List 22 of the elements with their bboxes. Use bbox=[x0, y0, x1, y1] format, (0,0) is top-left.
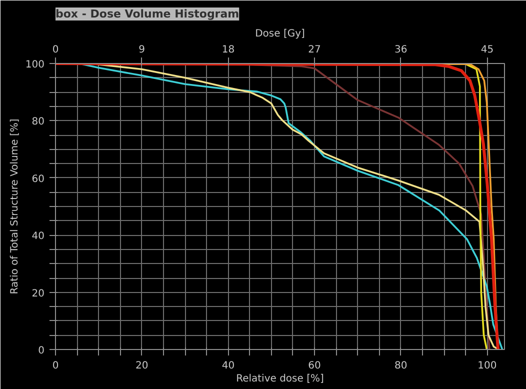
chart-title: box - Dose Volume Histogram bbox=[56, 8, 240, 20]
x-tick-label: 20 bbox=[135, 360, 148, 372]
x2-axis-title: Dose [Gy] bbox=[255, 28, 306, 40]
y-tick-label: 20 bbox=[32, 288, 45, 300]
y-tick-label: 0 bbox=[38, 346, 45, 356]
x-tick-label: 100 bbox=[478, 360, 497, 372]
x-tick-label: 0 bbox=[52, 360, 59, 372]
x2-tick-label: 0 bbox=[52, 44, 59, 56]
x2-tick-label: 36 bbox=[394, 44, 408, 56]
x-tick-label: 40 bbox=[222, 360, 235, 372]
x-axis-title: Relative dose [%] bbox=[236, 374, 324, 384]
x-tick-label: 80 bbox=[394, 360, 408, 372]
y-tick-label: 60 bbox=[32, 174, 45, 185]
y-tick-label: 100 bbox=[25, 60, 45, 70]
x-tick-label: 60 bbox=[308, 360, 321, 372]
y-tick-label: 40 bbox=[32, 231, 45, 242]
x2-tick-label: 27 bbox=[308, 44, 321, 56]
y-tick-label: 80 bbox=[32, 116, 45, 128]
x2-tick-label: 45 bbox=[480, 44, 494, 56]
y-axis-title: Ratio of Total Structure Volume [%] bbox=[9, 118, 20, 294]
x2-tick-label: 18 bbox=[222, 44, 235, 56]
x2-tick-label: 9 bbox=[138, 44, 146, 56]
